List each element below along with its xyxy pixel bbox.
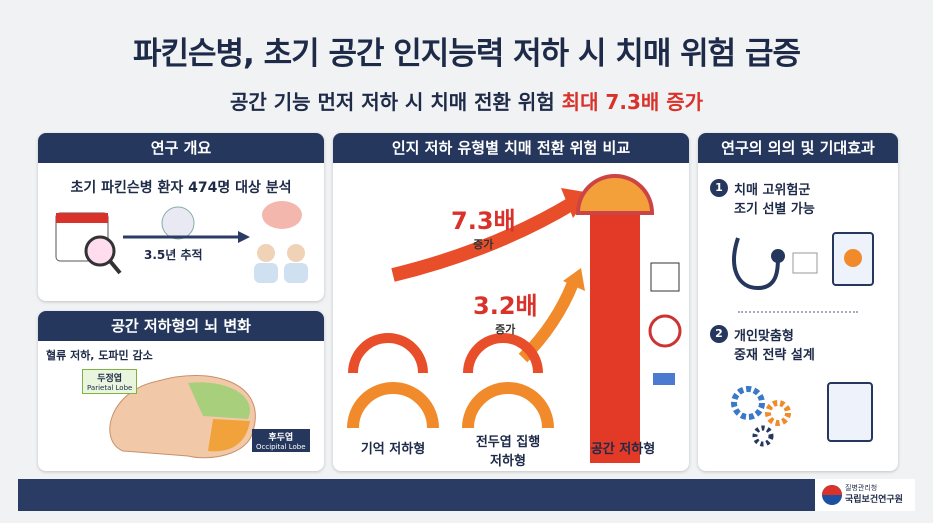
subtitle: 공간 기능 먼저 저하 시 치매 전환 위험 최대 7.3배 증가 xyxy=(0,86,933,115)
item-number: 1 xyxy=(710,179,728,197)
subtitle-highlight: 최대 7.3배 증가 xyxy=(561,90,704,114)
significance-panel: 연구의 의의 및 기대효과 1 치매 고위험군 조기 선별 가능 2 개인맞춤형… xyxy=(698,133,898,471)
gear xyxy=(752,425,774,447)
item-icons xyxy=(732,232,874,291)
followup: 3.5년 추적 xyxy=(144,248,203,262)
logo: 질병관리청 국립보건연구원 xyxy=(815,479,915,511)
group-label: 공간 저하형 xyxy=(590,442,656,457)
item-number: 2 xyxy=(710,325,728,343)
chart-icon xyxy=(792,252,818,274)
gauge xyxy=(462,382,554,429)
panel-heading: 인지 저하 유형별 치매 전환 위험 비교 xyxy=(333,133,689,163)
arrow-large xyxy=(391,196,577,282)
arrowhead xyxy=(563,268,585,291)
maze-icon xyxy=(650,262,680,292)
item-icons xyxy=(731,382,873,447)
divider xyxy=(738,311,858,313)
item-text: 개인맞춤형 중재 전략 설계 xyxy=(734,329,815,363)
label-en: Parietal Lobe xyxy=(87,384,133,392)
label-ko: 두정엽 xyxy=(97,374,123,384)
brain-note: 혈류 저하, 도파민 감소 xyxy=(46,349,153,362)
panel-heading: 연구의 의의 및 기대효과 xyxy=(698,133,898,163)
callout-value: 3.2배 xyxy=(473,292,538,320)
doctor-head xyxy=(287,244,305,262)
arrowhead xyxy=(238,231,250,243)
overview-icons xyxy=(55,201,308,283)
group-label: 전두엽 집행 저하형 xyxy=(475,435,541,469)
callout-label: 증가 xyxy=(495,323,516,336)
clipboard xyxy=(827,382,873,442)
overview-panel: 연구 개요 초기 파킨슨병 환자 474명 대상 분석 3.5년 추적 xyxy=(38,133,324,301)
comparison-graphic xyxy=(347,174,682,463)
subtitle-text: 공간 기능 먼저 저하 시 치매 전환 위험 xyxy=(229,90,555,114)
doctor-body xyxy=(284,263,308,283)
blocks-icon xyxy=(653,373,675,385)
overview-summary: 초기 파킨슨병 환자 474명 대상 분석 xyxy=(70,180,292,196)
logo-mark xyxy=(822,485,842,505)
item-text: 치매 고위험군 조기 선별 가능 xyxy=(734,183,815,217)
parietal-label: 두정엽 Parietal Lobe xyxy=(82,369,138,394)
gear xyxy=(765,400,791,426)
magnifier xyxy=(84,235,116,267)
item: 2 개인맞춤형 중재 전략 설계 xyxy=(710,325,815,363)
footer: 질병관리청 국립보건연구원 xyxy=(18,479,915,511)
brain-icon xyxy=(161,206,195,240)
brain-red-icon xyxy=(262,201,302,229)
doctor-head xyxy=(257,244,275,262)
brain-panel: 공간 저하형의 뇌 변화 혈류 저하, 도파민 감소 두정엽 Parietal … xyxy=(38,311,324,471)
label-ko: 후두엽 xyxy=(268,433,294,443)
brain-image xyxy=(109,374,256,459)
clock-icon xyxy=(648,314,682,348)
doctor-body xyxy=(254,263,278,283)
callout-value: 7.3배 xyxy=(451,207,516,235)
gauge xyxy=(347,382,439,429)
gauge xyxy=(575,174,655,215)
gear xyxy=(731,386,765,420)
org: 국립보건연구원 xyxy=(845,495,903,505)
occipital-label: 후두엽 Occipital Lobe xyxy=(252,429,310,452)
magnifier-handle xyxy=(108,259,122,275)
org-small: 질병관리청 xyxy=(845,484,878,492)
pie-icon xyxy=(844,249,862,267)
panel-heading: 공간 저하형의 뇌 변화 xyxy=(38,311,324,341)
stethoscope xyxy=(732,237,780,291)
tall-bar xyxy=(590,213,640,463)
group-label: 기억 저하형 xyxy=(360,442,426,457)
occipital-region xyxy=(208,419,250,452)
stethoscope-head xyxy=(771,249,785,263)
calendar-top xyxy=(56,213,108,223)
item: 1 치매 고위험군 조기 선별 가능 xyxy=(710,179,815,217)
panel-heading: 연구 개요 xyxy=(38,133,324,163)
parietal-region xyxy=(188,382,250,419)
title: 파킨슨병, 초기 공간 인지능력 저하 시 치매 위험 급증 xyxy=(132,36,801,72)
callout-label: 증가 xyxy=(473,238,494,251)
gauge xyxy=(348,333,428,374)
gauge xyxy=(463,333,543,374)
label-en: Occipital Lobe xyxy=(256,443,306,451)
comparison-panel: 인지 저하 유형별 치매 전환 위험 비교 7.3배 증가 3.2배 증가 기억 저… xyxy=(333,133,689,471)
